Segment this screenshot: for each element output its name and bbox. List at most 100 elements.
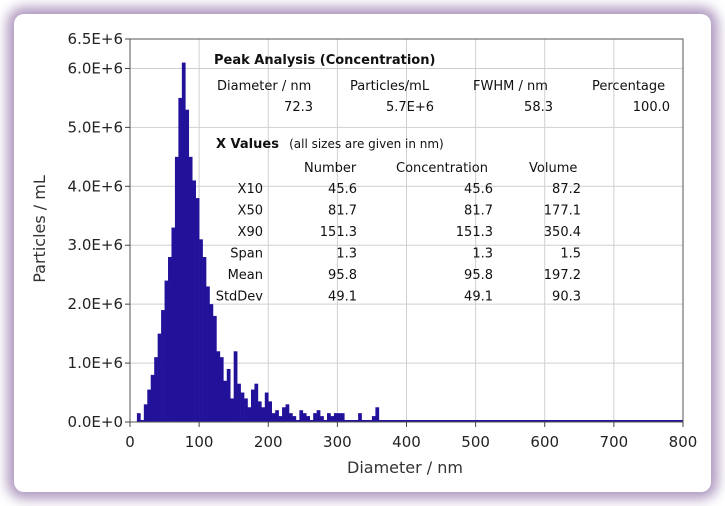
histogram-bar bbox=[147, 389, 152, 422]
x-values-cell: 49.1 bbox=[464, 290, 493, 305]
histogram-bar bbox=[150, 374, 155, 422]
x-tick-label: 100 bbox=[185, 433, 214, 451]
x-tick-label: 400 bbox=[392, 433, 421, 451]
x-values-table: X Values (all sizes are given in nm) Num… bbox=[216, 137, 581, 305]
x-tick-label: 0 bbox=[125, 433, 135, 451]
x-values-cell: 197.2 bbox=[544, 268, 581, 283]
histogram-bar bbox=[275, 410, 279, 422]
histogram-bar bbox=[302, 413, 307, 422]
x-values-row-label: Span bbox=[230, 247, 263, 262]
peak-value: 5.7E+6 bbox=[386, 100, 434, 115]
x-values-cell: 350.4 bbox=[544, 225, 581, 240]
y-tick-label: 6.5E+6 bbox=[68, 30, 123, 48]
y-tick-labels: 0.0E+0 1.0E+6 2.0E+6 3.0E+6 4.0E+6 5.0E+6 6.0E… bbox=[68, 30, 130, 431]
histogram-bar bbox=[237, 383, 241, 422]
histogram-bar bbox=[161, 310, 165, 422]
histogram-bar bbox=[164, 280, 169, 422]
y-tick-label: 5.0E+6 bbox=[68, 118, 123, 136]
histogram-bar bbox=[257, 401, 262, 422]
histogram-bar bbox=[358, 413, 362, 422]
histogram-bar bbox=[223, 380, 228, 422]
y-tick-label: 4.0E+6 bbox=[68, 177, 123, 195]
histogram-bar bbox=[209, 304, 214, 422]
peak-value: 100.0 bbox=[633, 100, 670, 115]
histogram-bar bbox=[330, 416, 335, 422]
x-tick-label: 500 bbox=[461, 433, 490, 451]
histogram-chart: 0.0E+0 1.0E+6 2.0E+6 3.0E+6 4.0E+6 5.0E+6 6.0E… bbox=[30, 30, 698, 477]
histogram-bar bbox=[247, 407, 252, 422]
chart-frame: 0.0E+0 1.0E+6 2.0E+6 3.0E+6 4.0E+6 5.0E+6 6.0E… bbox=[14, 14, 711, 492]
peak-value: 58.3 bbox=[524, 100, 553, 115]
histogram-bar bbox=[202, 257, 207, 422]
x-values-row-label: X50 bbox=[238, 204, 263, 219]
y-tick-label: 2.0E+6 bbox=[68, 295, 123, 313]
histogram-bar bbox=[230, 398, 234, 422]
histogram-bar bbox=[216, 351, 221, 422]
histogram-bar bbox=[282, 407, 286, 422]
histogram-bar bbox=[143, 404, 148, 422]
x-values-cell: 1.3 bbox=[472, 247, 493, 262]
histogram-bar bbox=[337, 413, 342, 422]
histogram-bar bbox=[371, 416, 376, 422]
histogram-bar bbox=[233, 351, 238, 422]
histogram-bar bbox=[185, 109, 190, 422]
peak-value: 72.3 bbox=[284, 100, 313, 115]
x-values-row-label: X10 bbox=[238, 182, 263, 197]
x-values-cell: 95.8 bbox=[328, 268, 357, 283]
x-values-row-label: X90 bbox=[238, 225, 263, 240]
histogram-bar bbox=[181, 62, 186, 423]
x-values-cell: 49.1 bbox=[328, 290, 357, 305]
y-axis-title: Particles / mL bbox=[30, 175, 49, 283]
histogram-bar bbox=[250, 389, 255, 422]
peak-col-header: FWHM / nm bbox=[473, 79, 548, 94]
peak-col-header: Percentage bbox=[592, 79, 665, 94]
histogram-bar bbox=[313, 413, 317, 422]
x-values-cell: 151.3 bbox=[456, 225, 493, 240]
histogram-bar bbox=[168, 257, 172, 422]
x-values-cell: 1.3 bbox=[336, 247, 357, 262]
y-tick-label: 1.0E+6 bbox=[68, 354, 123, 372]
histogram-bar bbox=[219, 357, 224, 422]
x-tick-label: 300 bbox=[323, 433, 352, 451]
peak-analysis-heading: Peak Analysis (Concentration) bbox=[214, 53, 435, 68]
x-values-row-label: StdDev bbox=[216, 290, 264, 305]
histogram-bar bbox=[299, 410, 304, 422]
x-values-col-header: Concentration bbox=[396, 161, 488, 176]
histogram-bar bbox=[375, 407, 380, 422]
x-values-cell: 45.6 bbox=[328, 182, 357, 197]
histogram-bar bbox=[327, 413, 331, 422]
x-values-title: X Values (all sizes are given in nm) bbox=[216, 137, 444, 152]
x-tick-label: 700 bbox=[600, 433, 629, 451]
bars bbox=[136, 62, 683, 423]
x-values-cell: 95.8 bbox=[464, 268, 493, 283]
x-values-col-header: Volume bbox=[529, 161, 577, 176]
x-tick-label: 800 bbox=[669, 433, 698, 451]
histogram-bar bbox=[136, 413, 141, 422]
histogram-bar bbox=[254, 383, 259, 422]
x-values-heading: X Values bbox=[216, 137, 279, 152]
histogram-bar bbox=[212, 315, 217, 422]
x-values-cell: 81.7 bbox=[328, 204, 357, 219]
histogram-bar bbox=[192, 180, 196, 422]
x-values-cell: 177.1 bbox=[544, 204, 581, 219]
histogram-bar bbox=[199, 239, 203, 422]
histogram-bar bbox=[157, 333, 162, 422]
histogram-bar bbox=[244, 398, 248, 422]
histogram-bar bbox=[278, 416, 283, 422]
x-values-note: (all sizes are given in nm) bbox=[289, 137, 444, 151]
y-tick-label: 3.0E+6 bbox=[68, 236, 123, 254]
peak-col-header: Diameter / nm bbox=[217, 79, 311, 94]
histogram-bar bbox=[261, 407, 266, 422]
histogram-bar bbox=[333, 413, 338, 422]
histogram-bar bbox=[288, 413, 293, 422]
x-values-cell: 90.3 bbox=[552, 290, 581, 305]
histogram-bar bbox=[174, 156, 179, 422]
histogram-bar bbox=[188, 156, 193, 422]
y-tick-label: 0.0E+0 bbox=[68, 413, 123, 431]
histogram-bar bbox=[154, 357, 158, 422]
histogram-bar bbox=[171, 227, 176, 422]
y-tick-label: 6.0E+6 bbox=[68, 59, 123, 77]
x-values-cell: 45.6 bbox=[464, 182, 493, 197]
histogram-bar bbox=[195, 198, 200, 422]
x-values-row-label: Mean bbox=[228, 268, 263, 283]
